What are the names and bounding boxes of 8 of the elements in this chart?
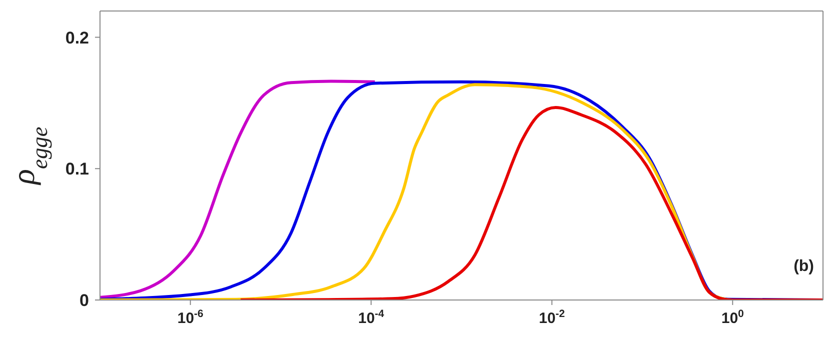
x-tick-label: 10$^{-4}$	[358, 308, 384, 327]
y-tick-label: 0.2	[65, 28, 89, 48]
x-tick-label: 10$^{-6}$	[177, 308, 204, 327]
annotation: (b)	[794, 258, 814, 276]
y-tick-label: 0.1	[65, 160, 89, 179]
y-tick-label: 0	[80, 291, 89, 310]
x-tick-label: 10$^{-2}$	[538, 308, 566, 327]
x-tick-label: 10$^{0}$	[721, 308, 744, 327]
